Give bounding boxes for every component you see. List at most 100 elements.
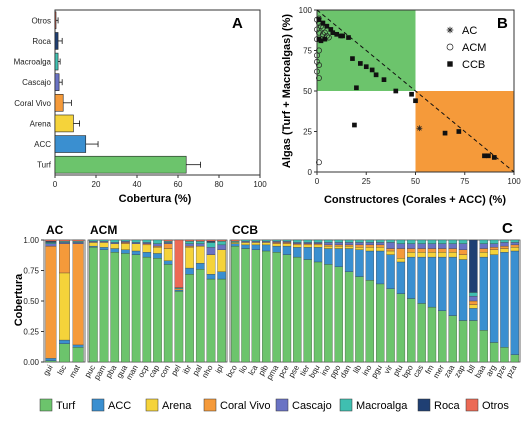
legend-label-cascajo: Cascajo [292, 400, 332, 412]
segment-arena [121, 243, 130, 250]
segment-coral-vivo [427, 248, 437, 253]
segment-macroalga [59, 241, 70, 243]
segment-coral-vivo [458, 249, 468, 255]
panel-a: A Otros Roca Macroalga Cascajo Coral Vivo Are… [14, 9, 267, 205]
segment-turf [230, 245, 240, 363]
segment-cascajo [99, 241, 109, 243]
segment-macroalga [324, 239, 333, 243]
segment-arena [282, 243, 292, 247]
panel-c-legend: Turf ACC Arena Coral Vivo Cascajo Macroalga Ro… [39, 398, 509, 412]
segment-turf [142, 256, 152, 363]
segment-acc [407, 256, 416, 299]
x-tick-label: pza [504, 363, 519, 379]
segment-turf [407, 298, 416, 363]
segment-acc [217, 271, 226, 280]
segment-otros [230, 239, 240, 242]
segment-turf [195, 269, 205, 363]
segment-turf [174, 291, 184, 363]
point-acm [314, 26, 320, 33]
segment-turf [427, 306, 437, 363]
segment-arena [510, 247, 520, 252]
segment-turf [72, 347, 84, 363]
x-tick-label: lsc [56, 364, 69, 377]
segment-cascajo [386, 242, 395, 249]
segment-turf [293, 256, 302, 363]
point-acm [316, 29, 322, 36]
segment-acc [469, 308, 478, 321]
segment-turf [110, 252, 120, 363]
segment-coral-vivo [174, 288, 184, 291]
segment-macroalga [206, 242, 216, 248]
x-tick-label: dan [338, 364, 352, 380]
panel-b-ylabel: Algas (Turf + Macroalgas) (%) [281, 14, 293, 168]
segment-coral-vivo [163, 243, 173, 249]
point-ccb [442, 130, 448, 136]
segment-arena [185, 247, 194, 269]
segment-coral-vivo [293, 243, 302, 246]
segment-cascajo [282, 241, 292, 243]
segment-macroalga [142, 239, 152, 243]
y-tick-label: Arena [30, 119, 52, 128]
bar-coral-vivo [54, 94, 64, 112]
segment-arena [206, 254, 216, 275]
legend-label-ac: AC [462, 25, 477, 37]
segment-turf [272, 252, 281, 363]
segment-coral-vivo [417, 248, 426, 253]
strip-label-acm: ACM [90, 223, 117, 237]
segment-otros [59, 239, 70, 242]
segment-acc [510, 250, 520, 355]
segment-macroalga [438, 239, 447, 244]
segment-cascajo [489, 243, 499, 248]
segment-coral-vivo [396, 248, 406, 259]
segment-cascajo [479, 243, 488, 249]
segment-cascajo [313, 242, 323, 244]
strip-label-ac: AC [46, 223, 64, 237]
segment-macroalga [489, 239, 499, 244]
segment-coral-vivo [438, 248, 447, 253]
segment-arena [386, 250, 395, 255]
x-tick-label: fm [423, 363, 435, 375]
segment-otros [45, 239, 57, 242]
segment-macroalga [293, 239, 302, 243]
segment-coral-vivo [448, 248, 457, 253]
segment-arena [303, 244, 312, 248]
point-ccb [369, 67, 375, 73]
segment-turf [334, 266, 343, 363]
segment-arena [241, 242, 250, 246]
x-tick-label: 80 [215, 180, 224, 189]
segment-cascajo [163, 242, 173, 244]
segment-cascajo [131, 242, 141, 244]
segment-arena [262, 242, 271, 246]
segment-cascajo [500, 242, 509, 247]
segment-macroalga [174, 287, 184, 289]
segment-turf [185, 274, 194, 363]
x-tick-label: 75 [460, 177, 469, 186]
segment-otros [206, 239, 216, 242]
segment-macroalga [131, 239, 141, 243]
segment-turf [241, 248, 250, 363]
segment-acc [479, 256, 488, 331]
legend-label-macroalga: Macroalga [356, 400, 408, 412]
segment-roca [45, 241, 57, 243]
legend-label-arena: Arena [162, 400, 192, 412]
segment-turf [45, 360, 57, 363]
segment-acc [142, 252, 152, 258]
segment-macroalga [185, 241, 194, 244]
segment-macroalga [72, 241, 84, 243]
segment-arena [110, 243, 120, 249]
segment-coral-vivo [272, 242, 281, 244]
segment-acc [293, 247, 302, 258]
x-tick-label: bll [465, 363, 477, 375]
segment-turf [303, 259, 312, 363]
point-ccb [322, 36, 328, 42]
segment-turf [510, 354, 520, 363]
segment-coral-vivo [59, 243, 70, 274]
segment-coral-vivo [375, 244, 385, 248]
segment-cascajo [110, 242, 120, 244]
segment-turf [458, 320, 468, 363]
segment-turf [438, 310, 447, 363]
segment-acc [45, 358, 57, 361]
legend-label-acm: ACM [462, 42, 486, 54]
point-ccb [350, 56, 355, 61]
segment-cascajo [121, 241, 130, 243]
